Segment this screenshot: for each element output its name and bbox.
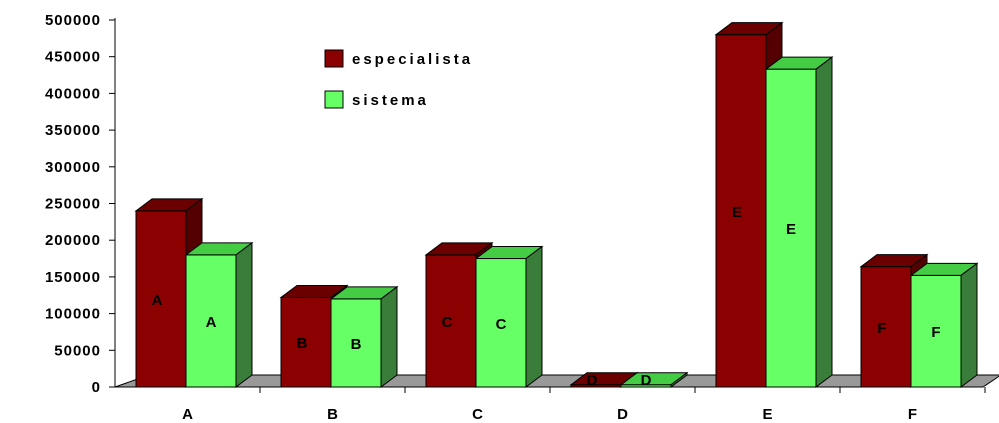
bar-sistema-side bbox=[961, 263, 977, 387]
legend-label-sistema: sistema bbox=[352, 92, 429, 109]
y-tick-label: 350000 bbox=[45, 122, 101, 139]
bar-data-label: B bbox=[297, 335, 308, 352]
bar-data-label: B bbox=[351, 336, 362, 353]
bar-data-label: F bbox=[877, 320, 886, 337]
bar-data-label: E bbox=[732, 204, 742, 221]
bar-data-label: A bbox=[152, 292, 163, 309]
bar-data-label: C bbox=[496, 316, 507, 333]
bar-data-label: E bbox=[786, 221, 796, 238]
legend-swatch-sistema bbox=[325, 91, 343, 108]
y-tick-label: 450000 bbox=[45, 49, 101, 66]
legend-label-especialista: especialista bbox=[352, 51, 473, 68]
bar-data-label: D bbox=[641, 372, 652, 389]
bar-sistema-side bbox=[816, 57, 832, 387]
y-tick-label: 200000 bbox=[45, 232, 101, 249]
y-tick-label: 250000 bbox=[45, 196, 101, 213]
bar-data-label: C bbox=[442, 314, 453, 331]
y-tick-label: 300000 bbox=[45, 159, 101, 176]
x-tick-label: B bbox=[327, 406, 338, 423]
x-tick-label: A bbox=[182, 406, 193, 423]
bar-sistema-side bbox=[236, 243, 252, 387]
y-tick-label: 50000 bbox=[54, 342, 101, 359]
x-tick-label: E bbox=[762, 406, 772, 423]
y-tick-label: 0 bbox=[92, 379, 101, 396]
legend-swatch-especialista bbox=[325, 50, 343, 67]
x-tick-label: F bbox=[908, 406, 917, 423]
bar-sistema-side bbox=[526, 247, 542, 387]
y-tick-label: 100000 bbox=[45, 306, 101, 323]
y-tick-label: 500000 bbox=[45, 12, 101, 29]
bar-data-label: D bbox=[587, 372, 598, 389]
y-tick-label: 400000 bbox=[45, 85, 101, 102]
x-tick-label: C bbox=[472, 406, 483, 423]
bars: A A B B C C D D E E F F bbox=[136, 23, 977, 389]
bar-sistema-side bbox=[381, 287, 397, 387]
legend: especialista sistema bbox=[325, 50, 473, 109]
x-tick-label: D bbox=[617, 406, 628, 423]
y-tick-label: 150000 bbox=[45, 269, 101, 286]
bar-data-label: A bbox=[206, 314, 217, 331]
bar-data-label: F bbox=[931, 324, 940, 341]
